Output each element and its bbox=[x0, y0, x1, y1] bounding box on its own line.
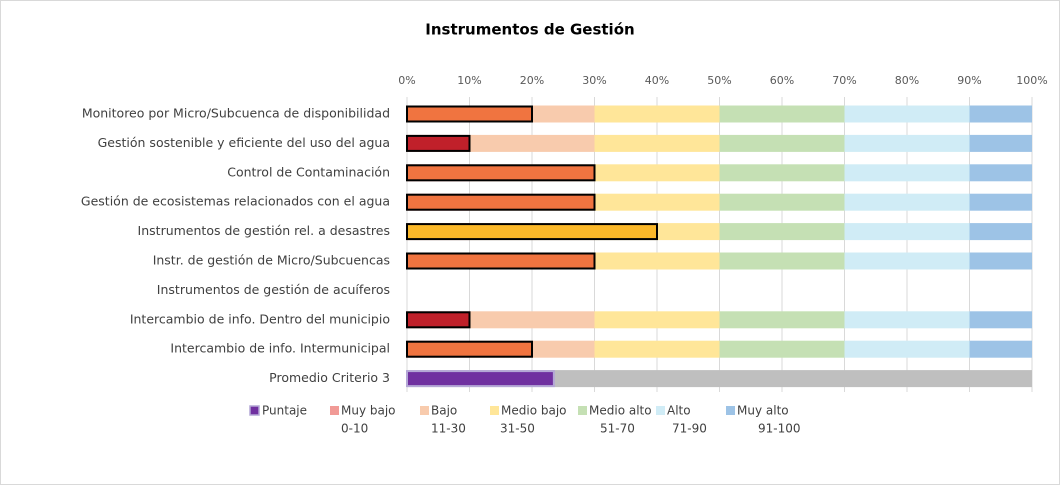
level-band bbox=[594, 134, 720, 152]
x-tick-label: 30% bbox=[582, 74, 606, 87]
x-tick-label: 80% bbox=[895, 74, 919, 87]
level-band bbox=[969, 252, 1032, 270]
level-band bbox=[719, 134, 845, 152]
category-label: Intercambio de info. Dentro del municipi… bbox=[130, 311, 390, 326]
level-band bbox=[969, 134, 1032, 152]
level-band bbox=[719, 340, 845, 358]
chart-title: Instrumentos de Gestión bbox=[425, 21, 634, 39]
score-bar bbox=[406, 340, 533, 358]
level-band bbox=[469, 134, 595, 152]
level-band bbox=[844, 223, 970, 241]
level-band bbox=[719, 223, 845, 241]
x-tick-label: 40% bbox=[645, 74, 669, 87]
score-bar bbox=[406, 223, 658, 241]
legend-marker bbox=[249, 405, 260, 416]
legend-label: Medio alto bbox=[589, 404, 652, 418]
level-band bbox=[844, 193, 970, 211]
category-label: Control de Contaminación bbox=[227, 164, 390, 179]
score-bar bbox=[406, 370, 555, 388]
category-label: Instrumentos de gestión de acuíferos bbox=[157, 282, 390, 297]
level-band bbox=[844, 105, 970, 123]
x-tick-label: 50% bbox=[707, 74, 731, 87]
x-tick-label: 100% bbox=[1016, 74, 1047, 87]
category-label: Monitoreo por Micro/Subcuenca de disponi… bbox=[82, 106, 390, 121]
x-tick-label: 20% bbox=[520, 74, 544, 87]
level-band bbox=[969, 223, 1032, 241]
level-band bbox=[844, 134, 970, 152]
level-band bbox=[969, 164, 1032, 182]
score-bar bbox=[406, 193, 596, 211]
legend-marker bbox=[330, 406, 339, 415]
level-band bbox=[969, 193, 1032, 211]
level-band bbox=[594, 105, 720, 123]
score-bar bbox=[406, 164, 596, 182]
x-tick-label: 70% bbox=[832, 74, 856, 87]
level-band bbox=[594, 252, 720, 270]
legend-range: 0-10 bbox=[341, 422, 368, 436]
level-band bbox=[719, 105, 845, 123]
level-band bbox=[844, 252, 970, 270]
category-label: Instrumentos de gestión rel. a desastres bbox=[138, 223, 390, 238]
level-band bbox=[969, 340, 1032, 358]
category-label: Promedio Criterio 3 bbox=[269, 370, 390, 385]
level-band bbox=[844, 340, 970, 358]
level-band bbox=[969, 311, 1032, 329]
legend-marker bbox=[490, 406, 499, 415]
legend-label: Puntaje bbox=[262, 404, 307, 418]
level-band bbox=[469, 311, 595, 329]
category-label: Instr. de gestión de Micro/Subcuencas bbox=[153, 253, 390, 268]
legend-range: 91-100 bbox=[758, 422, 801, 436]
legend-marker bbox=[726, 406, 735, 415]
legend-range: 11-30 bbox=[431, 422, 466, 436]
x-tick-label: 10% bbox=[457, 74, 481, 87]
level-band bbox=[844, 311, 970, 329]
level-band bbox=[719, 164, 845, 182]
category-label: Intercambio de info. Intermunicipal bbox=[170, 341, 390, 356]
legend-label: Bajo bbox=[431, 404, 457, 418]
legend-label: Muy alto bbox=[737, 404, 789, 418]
level-band bbox=[969, 105, 1032, 123]
level-band bbox=[719, 252, 845, 270]
x-tick-label: 90% bbox=[957, 74, 981, 87]
level-band bbox=[719, 193, 845, 211]
legend-range: 51-70 bbox=[600, 422, 635, 436]
score-bar bbox=[406, 105, 533, 123]
x-tick-label: 60% bbox=[770, 74, 794, 87]
legend-marker bbox=[420, 406, 429, 415]
level-band bbox=[844, 164, 970, 182]
legend-label: Medio bajo bbox=[501, 404, 567, 418]
level-band bbox=[594, 340, 720, 358]
legend-range: 71-90 bbox=[672, 422, 707, 436]
level-band bbox=[594, 193, 720, 211]
level-band bbox=[594, 311, 720, 329]
legend-label: Muy bajo bbox=[341, 404, 396, 418]
legend-label: Alto bbox=[667, 404, 691, 418]
score-bar bbox=[406, 134, 471, 152]
category-label: Gestión sostenible y eficiente del uso d… bbox=[98, 135, 390, 150]
legend-range: 31-50 bbox=[500, 422, 535, 436]
level-band bbox=[719, 311, 845, 329]
average-background bbox=[407, 370, 1032, 388]
x-tick-label: 0% bbox=[398, 74, 415, 87]
score-bar bbox=[406, 252, 596, 270]
legend-marker bbox=[656, 406, 665, 415]
legend-marker bbox=[578, 406, 587, 415]
category-label: Gestión de ecosistemas relacionados con … bbox=[81, 194, 390, 209]
level-band bbox=[594, 164, 720, 182]
score-bar bbox=[406, 311, 471, 329]
